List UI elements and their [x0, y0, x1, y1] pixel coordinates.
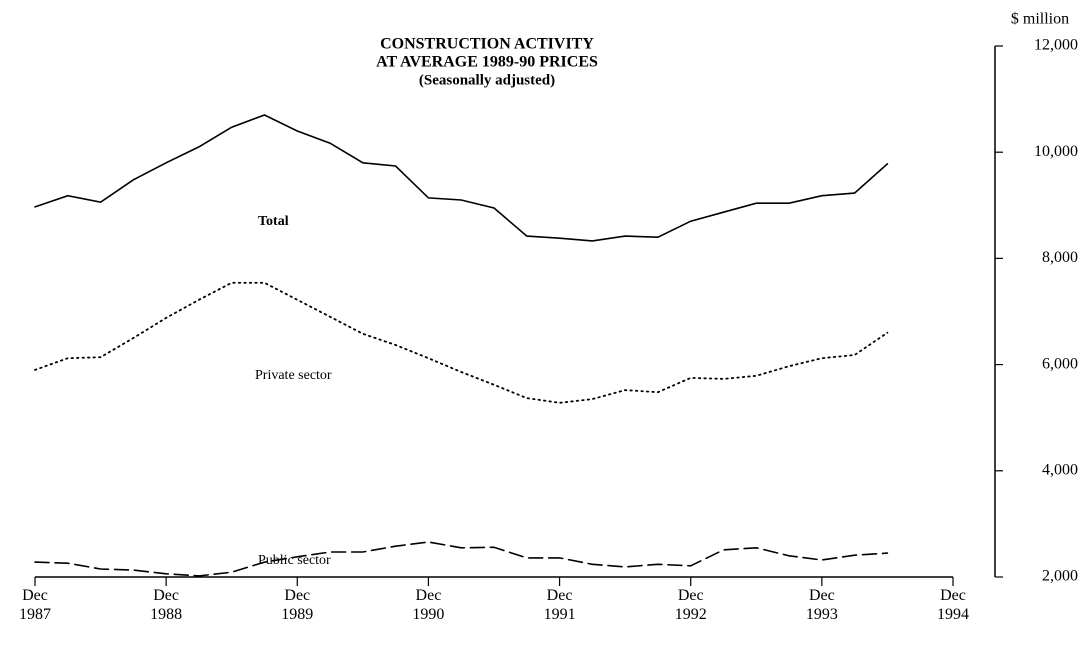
x-tick-label: Dec 1990	[412, 587, 445, 623]
y-tick-label: 4,000	[1042, 461, 1078, 478]
series-label: Total	[258, 214, 289, 229]
series-label: Private sector	[255, 368, 332, 383]
y-tick-label: 6,000	[1042, 355, 1078, 372]
x-tick-label: Dec 1991	[543, 587, 576, 623]
chart-subtitle: (Seasonally adjusted)	[419, 72, 555, 88]
x-tick-label: Dec 1994	[937, 587, 969, 623]
series-line	[34, 541, 889, 577]
series-line	[34, 114, 889, 242]
x-tick-label: Dec 1993	[805, 587, 838, 623]
y-tick-label: 8,000	[1042, 249, 1078, 266]
y-axis-label: $ million	[1011, 11, 1069, 28]
series-label: Public sector	[258, 553, 331, 568]
y-tick-label: 2,000	[1042, 568, 1078, 585]
x-tick-label: Dec 1988	[150, 587, 183, 623]
chart-title: AT AVERAGE 1989-90 PRICES	[376, 54, 598, 71]
x-tick-label: Dec 1989	[281, 587, 314, 623]
series-line	[34, 281, 889, 404]
x-tick-label: Dec 1987	[19, 587, 51, 623]
y-tick-label: 12,000	[1034, 37, 1078, 54]
y-tick-label: 10,000	[1034, 143, 1078, 160]
chart-title: CONSTRUCTION ACTIVITY	[380, 36, 594, 53]
x-tick-label: Dec 1992	[674, 587, 707, 623]
